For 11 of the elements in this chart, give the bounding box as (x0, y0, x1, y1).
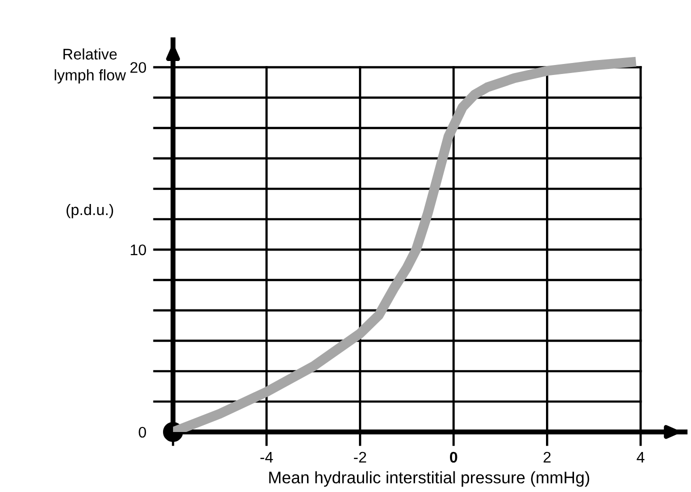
x-tick-label: 2 (544, 452, 551, 462)
y-axis-title: Relative lymph flow (54, 48, 126, 84)
y-tick-label: 10 (130, 244, 146, 256)
x-tick-label: 0 (450, 452, 458, 463)
x-tick-label: -2 (354, 452, 366, 462)
x-tick-label: 4 (636, 452, 644, 462)
x-tick-label: -4 (260, 452, 273, 462)
y-tick-label: 20 (130, 62, 146, 73)
y-tick-label: 0 (138, 426, 146, 438)
x-axis-title: Mean hydraulic interstitial pressure (mmHg) (269, 471, 590, 487)
text: (p.d.u.) (66, 204, 114, 218)
